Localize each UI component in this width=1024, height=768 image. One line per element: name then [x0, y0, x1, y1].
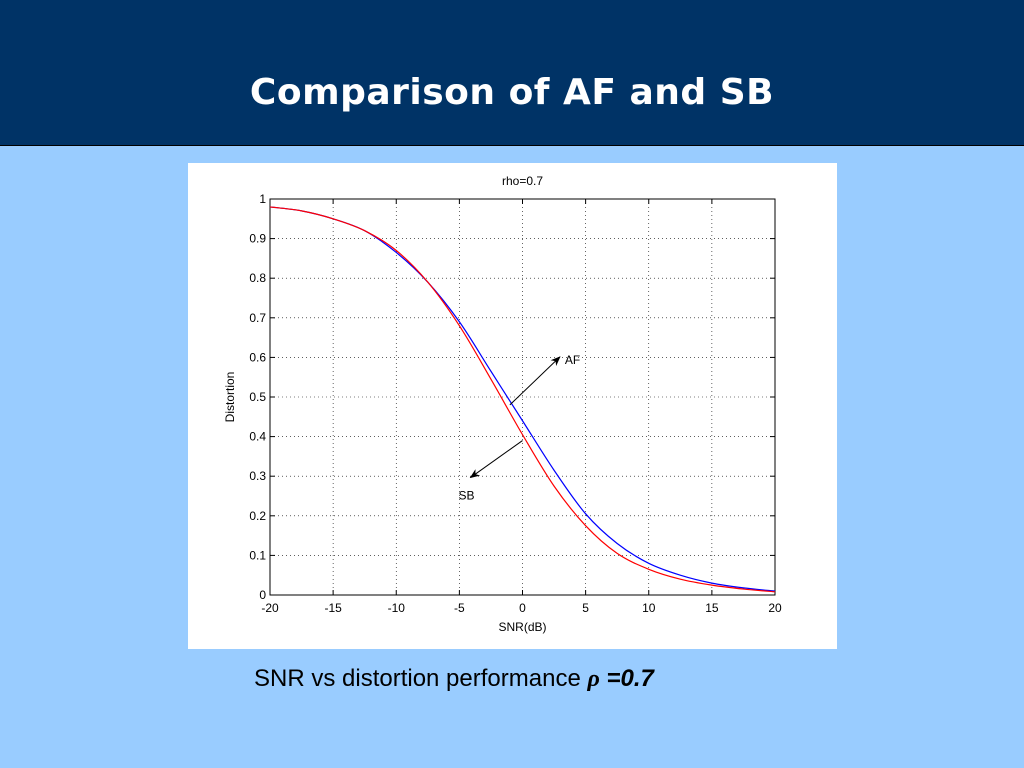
slide-caption: SNR vs distortion performance ρ =0.7 [254, 665, 654, 693]
y-tick-label: 0.5 [249, 390, 266, 404]
y-tick-label: 0.9 [249, 232, 266, 246]
x-tick-label: 10 [642, 601, 656, 615]
y-tick-label: 0.1 [249, 548, 266, 562]
y-tick-label: 0.8 [249, 271, 266, 285]
series-line-af [269, 206, 776, 592]
sb-annotation-label: SB [458, 489, 474, 503]
caption-text: SNR vs distortion performance [254, 665, 588, 692]
series-line-sb [269, 206, 776, 593]
sb-annotation-arrow [469, 440, 523, 479]
caption-value: =0.7 [599, 665, 654, 692]
distortion-chart: -20 -15 -10 -5 0 5 10 15 20 0 0.1 0.2 0.3 0.4 0.5 0.6 0.… [223, 174, 782, 634]
y-tick-label: 1 [259, 192, 266, 206]
x-tick-label: 20 [768, 601, 782, 615]
x-tick-label: -5 [454, 601, 465, 615]
y-tick-label: 0.2 [249, 509, 266, 523]
y-tick-label: 0.3 [249, 469, 266, 483]
x-tick-label: 5 [582, 601, 589, 615]
y-tick-label: 0.7 [249, 311, 266, 325]
x-axis-label: SNR(dB) [498, 620, 546, 634]
x-tick-label: -20 [261, 601, 279, 615]
slide-header: Comparison of AF and SB [0, 0, 1024, 146]
y-axis-label: Distortion [223, 372, 237, 423]
y-tick-label: 0 [259, 588, 266, 602]
slide-title: Comparison of AF and SB [249, 72, 775, 113]
chart-figure: -20 -15 -10 -5 0 5 10 15 20 0 0.1 0.2 0.3 0.4 0.5 0.6 0.… [188, 163, 837, 649]
rho-symbol: ρ [587, 666, 600, 692]
af-annotation-arrow [509, 356, 561, 406]
y-tick-label: 0.6 [249, 350, 266, 364]
x-tick-label: 0 [519, 601, 526, 615]
x-tick-label: -15 [324, 601, 342, 615]
x-tick-label: -10 [388, 601, 406, 615]
x-tick-label: 15 [705, 601, 719, 615]
af-annotation-label: AF [565, 353, 580, 367]
y-tick-label: 0.4 [249, 430, 266, 444]
chart-title: rho=0.7 [502, 174, 543, 188]
